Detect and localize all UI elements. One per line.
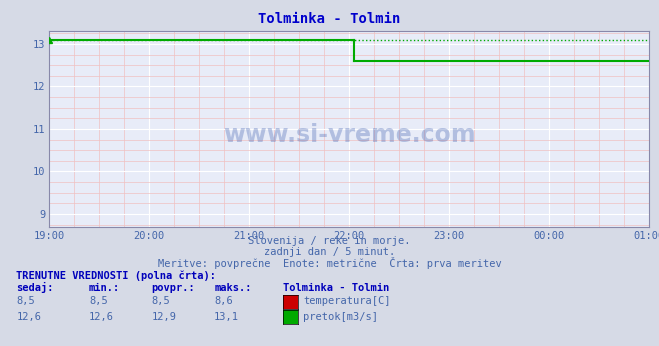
Text: temperatura[C]: temperatura[C]	[303, 297, 391, 307]
Text: 8,6: 8,6	[214, 297, 233, 307]
Text: Tolminka - Tolmin: Tolminka - Tolmin	[258, 12, 401, 26]
Text: TRENUTNE VREDNOSTI (polna črta):: TRENUTNE VREDNOSTI (polna črta):	[16, 271, 216, 281]
Text: Slovenija / reke in morje.: Slovenija / reke in morje.	[248, 236, 411, 246]
Text: min.:: min.:	[89, 283, 120, 293]
Text: 8,5: 8,5	[89, 297, 107, 307]
Text: pretok[m3/s]: pretok[m3/s]	[303, 312, 378, 322]
Text: sedaj:: sedaj:	[16, 282, 54, 293]
Text: maks.:: maks.:	[214, 283, 252, 293]
Text: 8,5: 8,5	[152, 297, 170, 307]
Text: zadnji dan / 5 minut.: zadnji dan / 5 minut.	[264, 247, 395, 257]
Text: www.si-vreme.com: www.si-vreme.com	[223, 123, 476, 147]
Text: 8,5: 8,5	[16, 297, 35, 307]
Text: Meritve: povprečne  Enote: metrične  Črta: prva meritev: Meritve: povprečne Enote: metrične Črta:…	[158, 257, 501, 269]
Text: Tolminka - Tolmin: Tolminka - Tolmin	[283, 283, 389, 293]
Text: 12,6: 12,6	[89, 312, 114, 322]
Text: 12,6: 12,6	[16, 312, 42, 322]
Text: 12,9: 12,9	[152, 312, 177, 322]
Text: povpr.:: povpr.:	[152, 283, 195, 293]
Text: 13,1: 13,1	[214, 312, 239, 322]
